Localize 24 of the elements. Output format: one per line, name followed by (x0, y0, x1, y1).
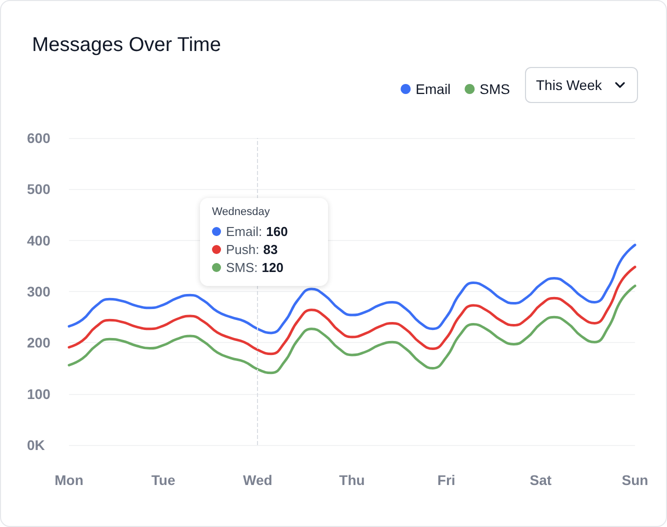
x-tick-label: Thu (339, 472, 365, 488)
chart-title: Messages Over Time (32, 34, 221, 56)
y-tick-label: 400 (27, 232, 51, 248)
y-tick-label: 500 (27, 181, 51, 198)
y-tick-label: 300 (27, 284, 51, 300)
x-tick-label: Mon (54, 472, 84, 488)
y-tick-label: 100 (27, 386, 51, 402)
x-tick-label: Tue (151, 472, 176, 488)
x-tick-label: Fri (437, 472, 456, 488)
x-tick-label: Sat (530, 472, 552, 488)
line-series (68, 284, 636, 374)
y-tick-label: 200 (27, 334, 51, 351)
x-tick-label: Wed (243, 472, 272, 488)
legend-label: SMS (480, 81, 510, 97)
y-tick-label: 0K (27, 437, 45, 453)
legend-label: Email (416, 81, 451, 97)
text: This Week (536, 77, 602, 93)
annotation: Email: 160 (226, 224, 288, 238)
y-tick-label: 600 (27, 130, 51, 146)
line-series (68, 244, 636, 334)
x-tick-label: Sun (622, 472, 648, 488)
annotation: SMS: 120 (226, 260, 284, 274)
annotation: Push: 83 (226, 242, 278, 256)
annotation: Wednesday (212, 206, 271, 218)
